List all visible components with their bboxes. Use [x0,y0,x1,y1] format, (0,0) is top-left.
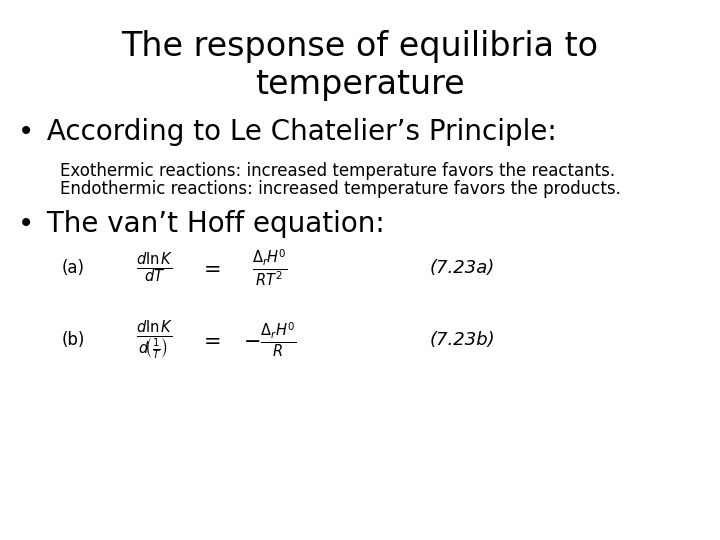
Text: $=$: $=$ [199,258,221,278]
Text: $\frac{\Delta_r H^0}{RT^2}$: $\frac{\Delta_r H^0}{RT^2}$ [252,248,288,288]
Text: $\frac{d\ln K}{d\!\left(\frac{1}{T}\right)}$: $\frac{d\ln K}{d\!\left(\frac{1}{T}\righ… [136,318,174,362]
Text: $-\frac{\Delta_r H^0}{R}$: $-\frac{\Delta_r H^0}{R}$ [243,321,297,359]
Text: (b): (b) [62,331,86,349]
Text: •: • [18,210,35,238]
Text: (7.23a): (7.23a) [430,259,495,277]
Text: The response of equilibria to: The response of equilibria to [122,30,598,63]
Text: Exothermic reactions: increased temperature favors the reactants.: Exothermic reactions: increased temperat… [60,162,615,180]
Text: According to Le Chatelier’s Principle:: According to Le Chatelier’s Principle: [38,118,557,146]
Text: The van’t Hoff equation:: The van’t Hoff equation: [38,210,384,238]
Text: $\frac{d\ln K}{dT}$: $\frac{d\ln K}{dT}$ [136,251,174,285]
Text: $=$: $=$ [199,330,221,350]
Text: (7.23b): (7.23b) [430,331,495,349]
Text: (a): (a) [62,259,85,277]
Text: Endothermic reactions: increased temperature favors the products.: Endothermic reactions: increased tempera… [60,180,621,198]
Text: •: • [18,118,35,146]
Text: temperature: temperature [255,68,465,101]
